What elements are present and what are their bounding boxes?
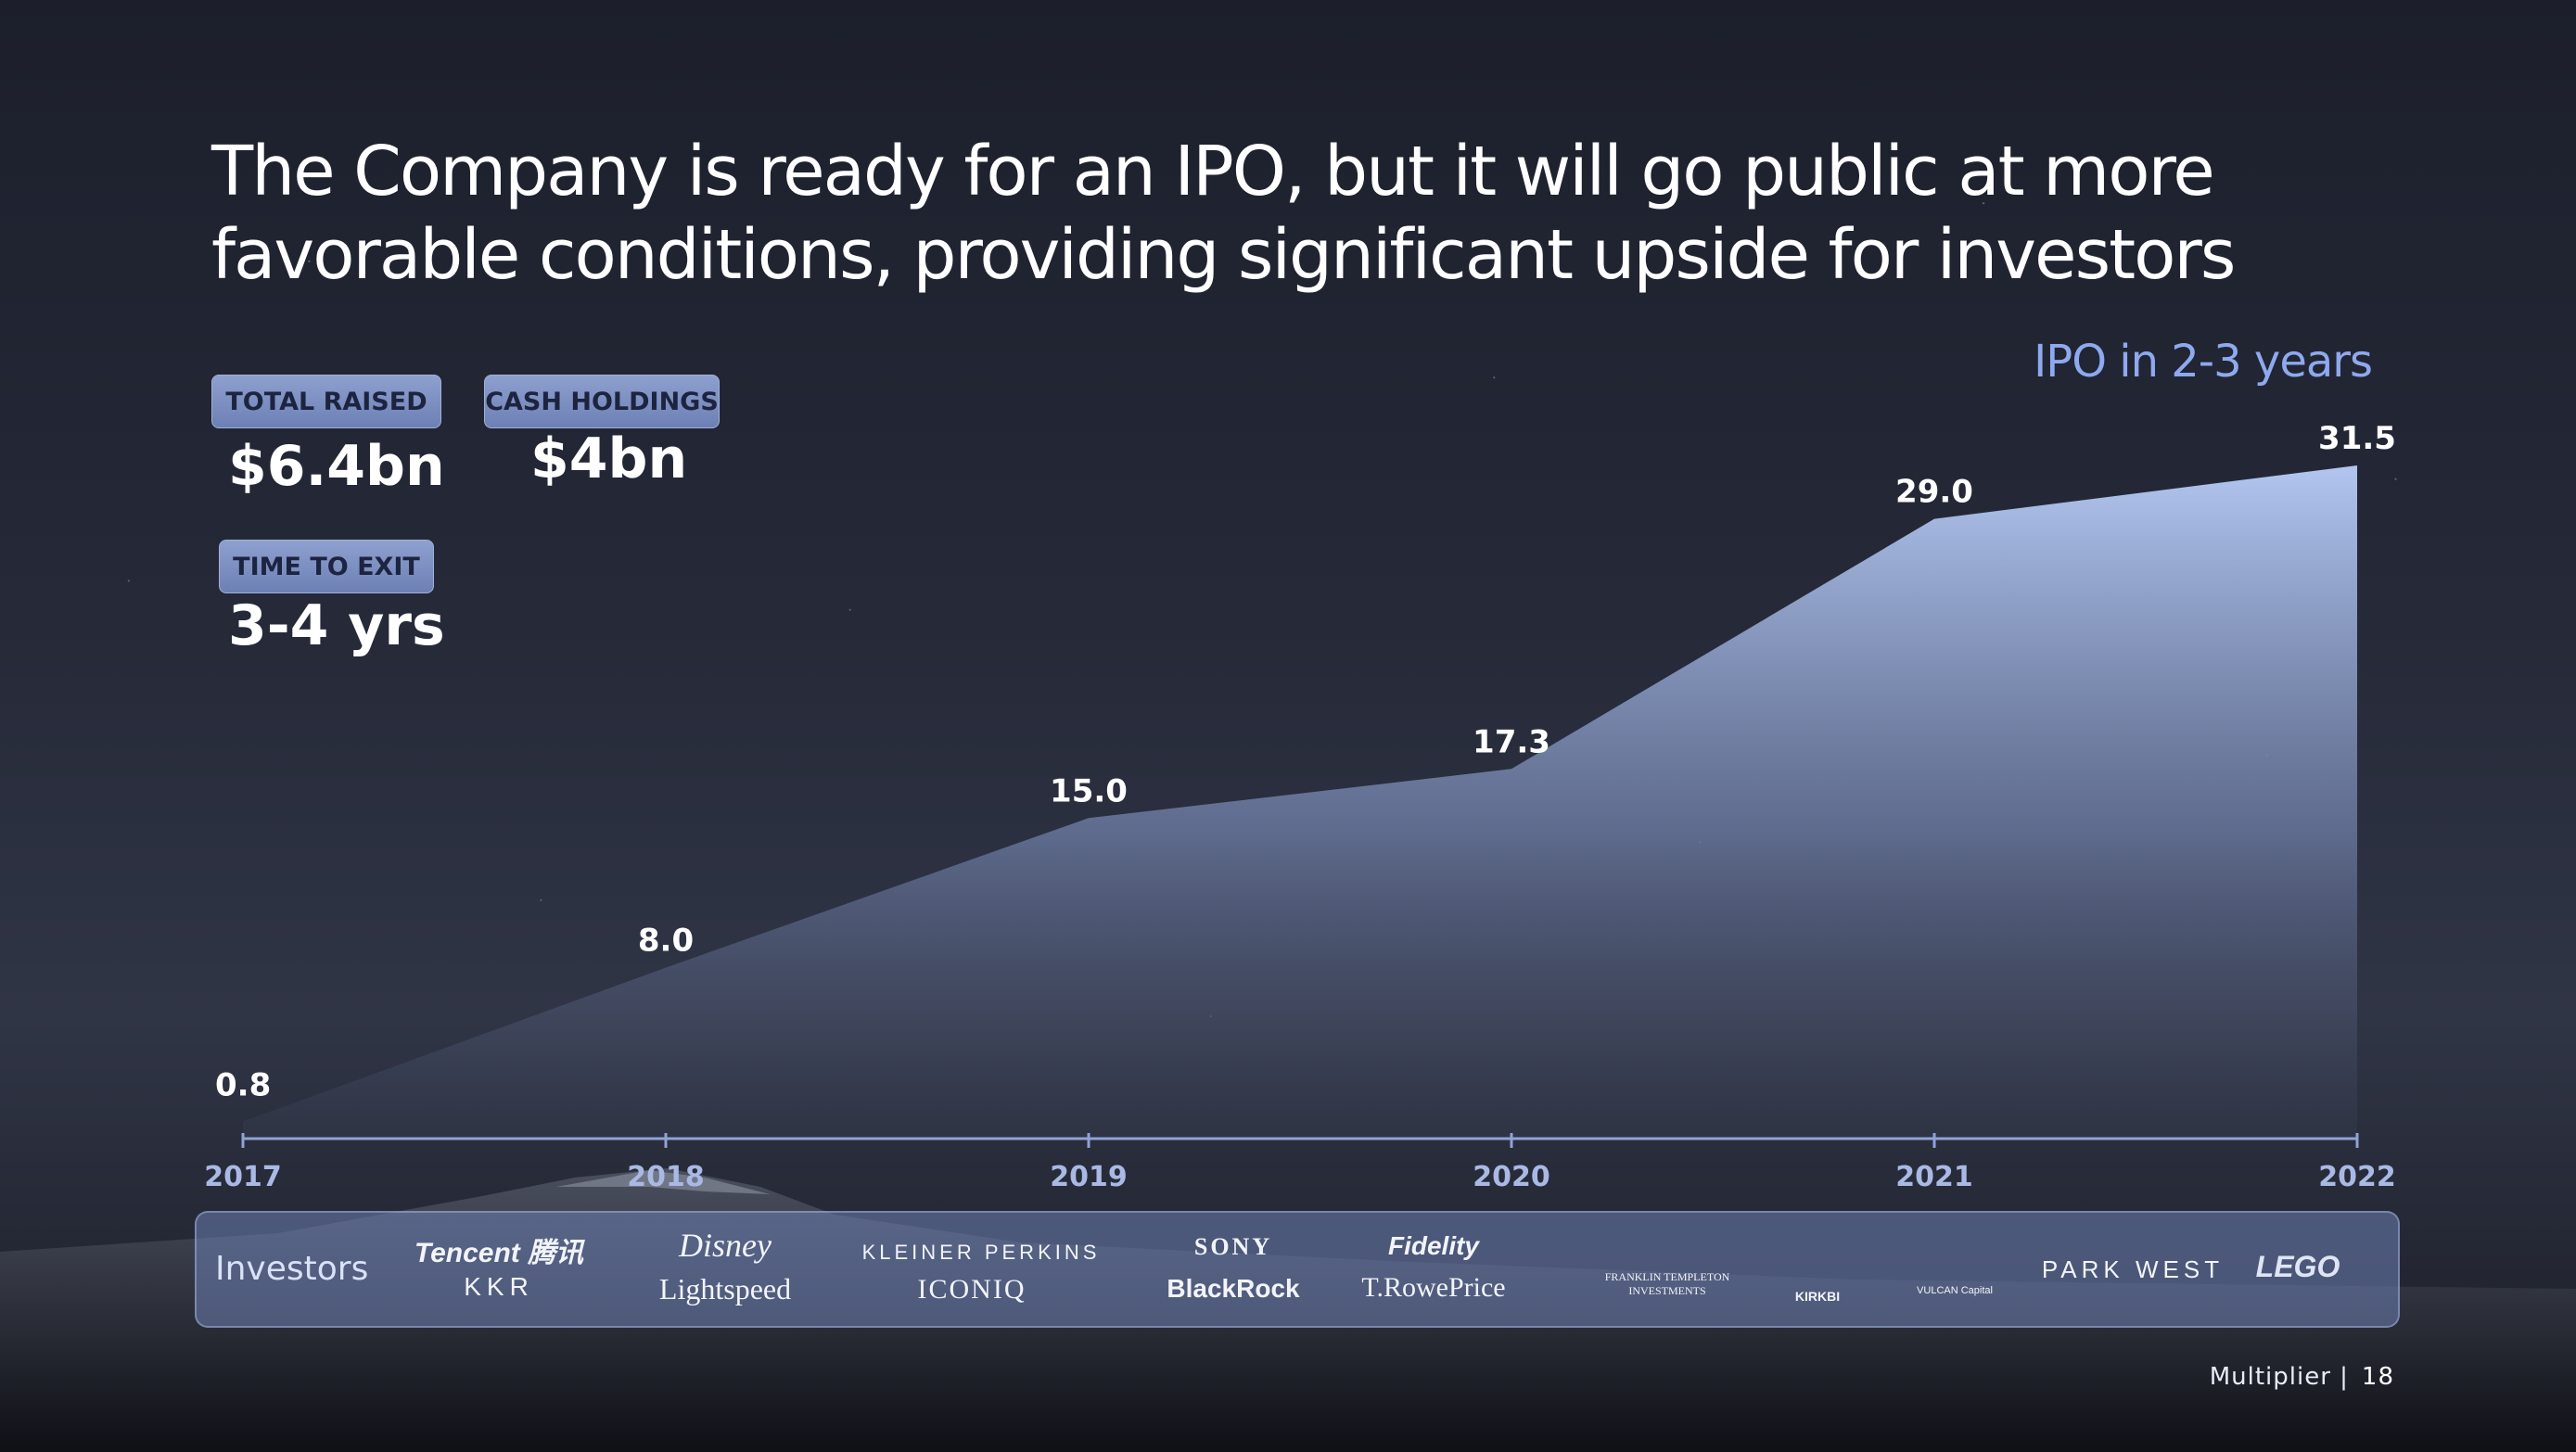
investors-panel: Investors Tencent 腾讯 KKR Disney Lightspe…: [195, 1211, 2400, 1328]
cash-holdings-value: $4bn: [530, 427, 688, 491]
x-tick-label-2018: 2018: [627, 1161, 705, 1193]
x-tick-label-2019: 2019: [1050, 1161, 1128, 1193]
footer: Multiplier | 18: [2210, 1363, 2394, 1391]
cash-holdings-badge: CASH HOLDINGS: [484, 375, 720, 428]
page-number: 18: [2361, 1363, 2394, 1391]
iconiq-logo: ICONIQ: [917, 1274, 1027, 1305]
park-west-logo: PARK WEST: [2041, 1255, 2225, 1283]
data-label-2018: 8.0: [638, 923, 694, 960]
x-tick-label-2022: 2022: [2318, 1161, 2396, 1193]
x-tick-label-2021: 2021: [1895, 1161, 1973, 1193]
data-label-2019: 15.0: [1050, 772, 1128, 809]
vulcan-capital-logo: VULCAN Capital: [1917, 1285, 1993, 1296]
footer-brand: Multiplier |: [2209, 1363, 2349, 1391]
time-to-exit-value: 3-4 yrs: [228, 593, 445, 658]
valuation-area-chart: 2017 2018 2019 2020 2021 2022 0.8 8.0 15.0 17.3 29…: [204, 420, 2396, 1193]
t-rowe-price-logo: T.RowePrice: [1361, 1272, 1506, 1303]
investors-label: Investors: [215, 1250, 369, 1288]
kirkbi-logo: KIRKBI: [1794, 1289, 1841, 1304]
kkr-logo: KKR: [464, 1272, 534, 1301]
disney-logo: Disney: [679, 1227, 772, 1264]
franklin-templeton-logo: FRANKLIN TEMPLETON INVESTMENTS: [1604, 1270, 1730, 1297]
x-tick-label-2017: 2017: [204, 1161, 282, 1193]
data-label-2017: 0.8: [215, 1067, 271, 1104]
data-label-2021: 29.0: [1895, 474, 1973, 511]
ipo-timeline-note: IPO in 2-3 years: [2034, 336, 2373, 388]
total-raised-badge: TOTAL RAISED: [211, 375, 441, 428]
lightspeed-logo: Lightspeed: [658, 1272, 792, 1306]
fidelity-logo: Fidelity: [1387, 1231, 1480, 1260]
blackrock-logo: BlackRock: [1167, 1274, 1300, 1303]
total-raised-value: $6.4bn: [228, 434, 445, 499]
lego-logo: LEGO: [2255, 1250, 2340, 1283]
kleiner-perkins-logo: KLEINER PERKINS: [861, 1241, 1101, 1264]
time-to-exit-badge: TIME TO EXIT: [219, 540, 434, 593]
x-tick-label-2020: 2020: [1473, 1161, 1550, 1193]
sony-logo: SONY: [1193, 1233, 1273, 1260]
data-label-2020: 17.3: [1473, 723, 1550, 760]
tencent-logo: Tencent 腾讯: [414, 1238, 584, 1268]
page-title: The Company is ready for an IPO, but it …: [211, 132, 2236, 295]
data-label-2022: 31.5: [2318, 420, 2396, 457]
area-series: [243, 465, 2357, 1139]
